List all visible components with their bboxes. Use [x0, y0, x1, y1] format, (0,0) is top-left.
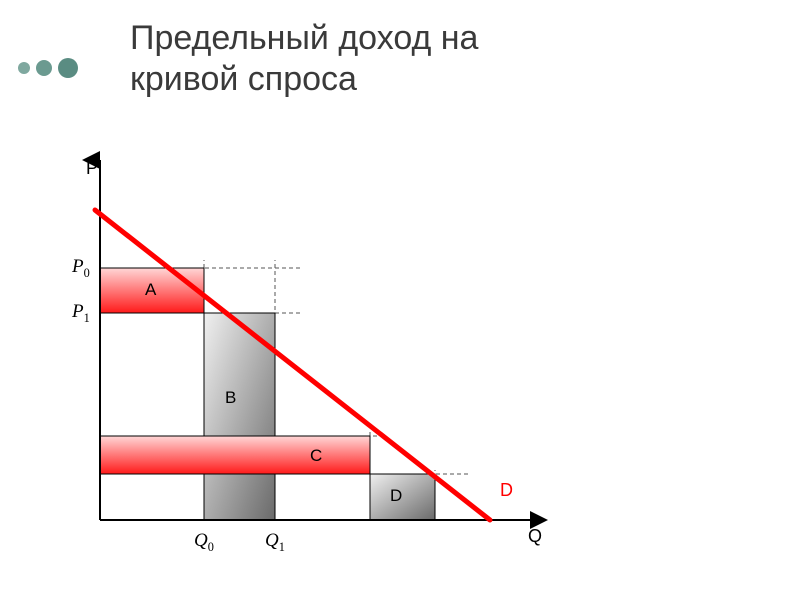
title-line-1: Предельный доход на: [130, 19, 478, 57]
dot-icon: [58, 58, 78, 78]
region-label-A: A: [145, 280, 156, 300]
y-tick-label-0: P0: [72, 256, 90, 281]
chart-svg: [70, 150, 570, 550]
region-label-D: D: [390, 486, 402, 506]
region-label-B: B: [225, 388, 236, 408]
x-axis-label: Q: [528, 526, 542, 547]
y-axis-label: P: [86, 158, 98, 179]
title-line-2: кривой спроса: [130, 60, 357, 98]
dot-icon: [18, 62, 30, 74]
dot-icon: [36, 60, 52, 76]
x-tick-label-0: Q0: [194, 530, 214, 555]
marginal-revenue-chart: P Q D P0P1Q0Q1ABCD: [70, 150, 570, 550]
demand-line-label: D: [500, 480, 513, 501]
decorative-dots: [18, 58, 78, 78]
region-label-C: C: [310, 446, 322, 466]
y-tick-label-1: P1: [72, 301, 90, 326]
x-tick-label-1: Q1: [265, 530, 285, 555]
slide-title: Предельный доход на кривой спроса: [130, 18, 478, 100]
